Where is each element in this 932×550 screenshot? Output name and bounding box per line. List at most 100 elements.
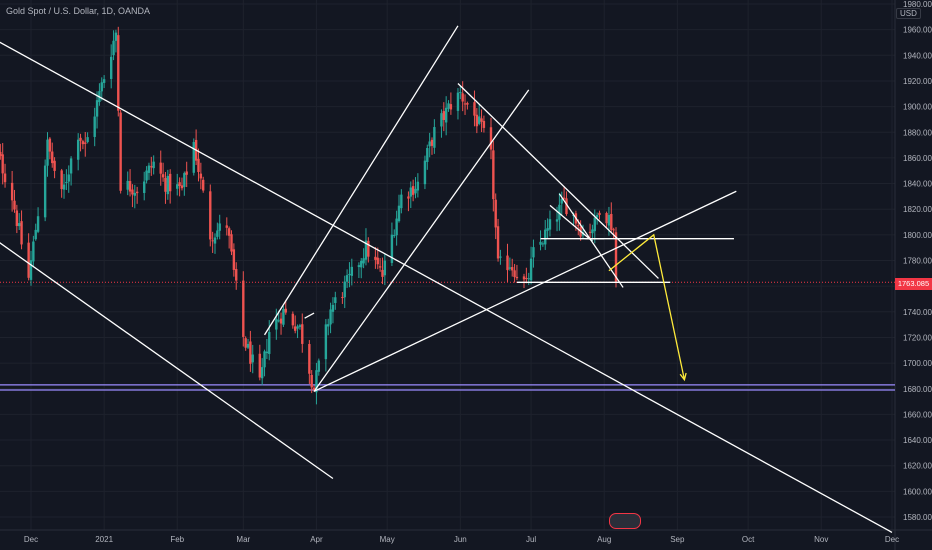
candle-body bbox=[298, 325, 302, 327]
candle-body bbox=[482, 120, 486, 128]
candle-body bbox=[51, 151, 54, 164]
candle-body bbox=[376, 257, 379, 265]
candle-body bbox=[119, 112, 122, 191]
time-tick-label: Aug bbox=[597, 535, 611, 544]
candle-body bbox=[529, 258, 533, 281]
current-price-label: 1763.085 bbox=[895, 278, 932, 290]
candle-body bbox=[525, 278, 528, 280]
time-tick-label: 2021 bbox=[95, 535, 113, 544]
candle-body bbox=[367, 240, 370, 257]
candle-body bbox=[496, 226, 500, 259]
candle-body bbox=[67, 174, 70, 182]
currency-button[interactable]: USD bbox=[896, 8, 921, 19]
candle-body bbox=[442, 111, 446, 121]
candle-body bbox=[178, 182, 181, 187]
candle-body bbox=[258, 353, 262, 378]
candle-body bbox=[409, 187, 412, 197]
time-tick-label: Oct bbox=[742, 535, 755, 544]
price-tick-label: 1600.000 bbox=[903, 487, 932, 496]
candle-body bbox=[532, 247, 535, 258]
candle-body bbox=[605, 213, 608, 224]
chart-title: Gold Spot / U.S. Dollar, 1D, OANDA bbox=[6, 6, 151, 16]
candle-body bbox=[161, 174, 165, 178]
candle-body bbox=[81, 141, 85, 145]
candle-body bbox=[268, 332, 271, 354]
candle-body bbox=[36, 216, 40, 232]
candle-body bbox=[374, 256, 377, 260]
candle-body bbox=[312, 387, 316, 391]
candle-body bbox=[176, 184, 179, 189]
candle-body bbox=[426, 148, 429, 163]
candle-body bbox=[76, 139, 80, 160]
price-tick-label: 1700.000 bbox=[903, 359, 932, 368]
candle-body bbox=[102, 79, 106, 83]
candle-body bbox=[86, 137, 89, 143]
price-tick-label: 1800.000 bbox=[903, 231, 932, 240]
candle-body bbox=[440, 113, 443, 127]
candle-body bbox=[327, 324, 330, 327]
candle-body bbox=[397, 205, 401, 222]
projection-path bbox=[608, 233, 686, 380]
event-badge[interactable] bbox=[609, 513, 641, 529]
candle-body bbox=[1, 154, 4, 174]
candle-body bbox=[395, 218, 398, 236]
candle-body bbox=[447, 103, 450, 109]
trend-line bbox=[0, 41, 893, 533]
candle-body bbox=[10, 182, 14, 201]
price-tick-label: 1640.000 bbox=[903, 436, 932, 445]
candle-body bbox=[150, 166, 153, 168]
price-tick-label: 1740.000 bbox=[903, 308, 932, 317]
candle-body bbox=[343, 281, 346, 298]
time-tick-label: Jun bbox=[454, 535, 467, 544]
candle-body bbox=[242, 280, 245, 337]
candle-body bbox=[331, 304, 335, 312]
candle-body bbox=[548, 219, 552, 230]
candle-body bbox=[527, 278, 530, 280]
candle-body bbox=[348, 273, 351, 275]
candle-body bbox=[459, 92, 462, 94]
candle-body bbox=[126, 180, 129, 190]
candle-body bbox=[341, 297, 344, 299]
candle-body bbox=[466, 103, 469, 105]
candle-body bbox=[598, 212, 601, 215]
candle-body bbox=[301, 324, 304, 344]
candle-body bbox=[48, 138, 52, 152]
candle-body bbox=[100, 82, 103, 92]
candle-body bbox=[494, 199, 497, 228]
candle-body bbox=[324, 324, 328, 360]
candle-body bbox=[411, 186, 415, 195]
trend-line bbox=[313, 89, 530, 392]
candle-body bbox=[562, 197, 566, 199]
price-tick-label: 1880.000 bbox=[903, 128, 932, 137]
candle-body bbox=[15, 210, 19, 226]
candles bbox=[0, 26, 618, 405]
candle-body bbox=[32, 241, 35, 262]
price-tick-label: 1940.000 bbox=[903, 51, 932, 60]
candle-body bbox=[414, 188, 417, 194]
candle-body bbox=[218, 223, 221, 231]
candle-body bbox=[595, 214, 599, 218]
candle-body bbox=[211, 240, 214, 242]
price-tick-label: 1660.000 bbox=[903, 410, 932, 419]
candle-body bbox=[3, 173, 7, 183]
candle-body bbox=[135, 191, 139, 194]
candle-body bbox=[310, 374, 313, 388]
projection-arrowhead bbox=[679, 372, 687, 382]
candle-body bbox=[416, 181, 420, 191]
drawings bbox=[0, 25, 893, 533]
candle-body bbox=[383, 260, 387, 276]
candle-body bbox=[612, 229, 615, 231]
candle-body bbox=[117, 35, 120, 111]
price-tick-label: 1920.000 bbox=[903, 77, 932, 86]
candle-body bbox=[65, 181, 68, 184]
time-tick-label: Feb bbox=[170, 535, 184, 544]
candle-body bbox=[131, 189, 134, 195]
candle-body bbox=[145, 170, 148, 181]
candle-body bbox=[508, 267, 512, 269]
candle-body bbox=[93, 116, 96, 137]
candle-body bbox=[463, 103, 467, 105]
candle-body bbox=[232, 249, 236, 270]
time-tick-label: Nov bbox=[814, 535, 828, 544]
